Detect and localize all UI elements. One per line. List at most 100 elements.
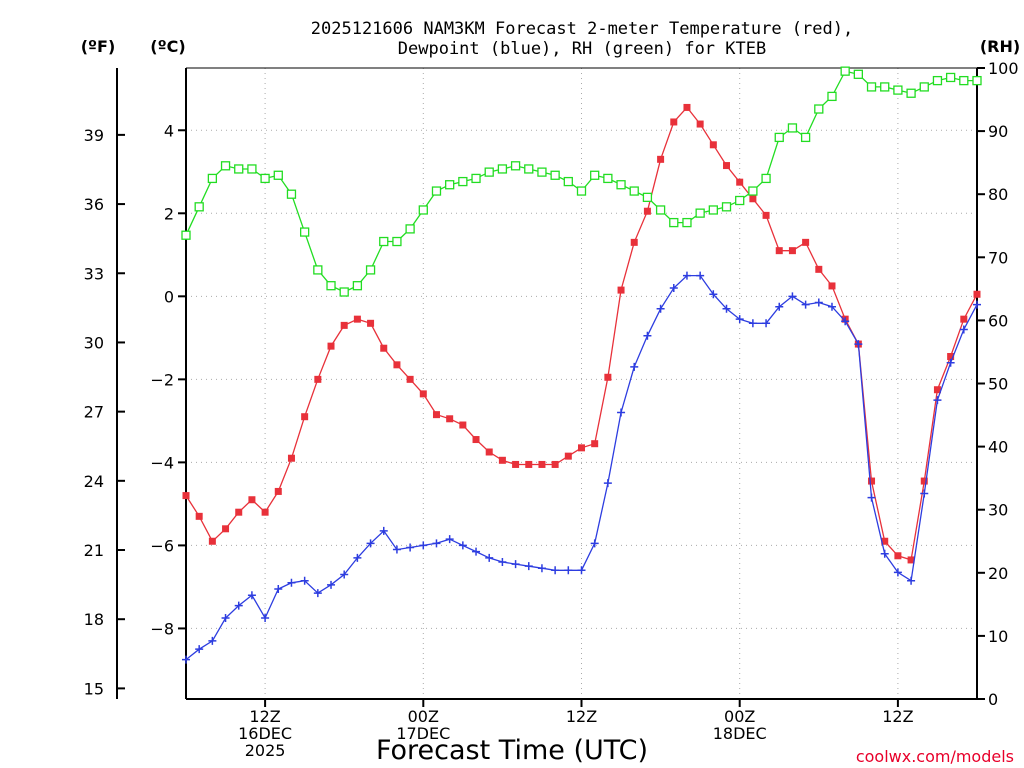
temperature-point	[419, 390, 427, 398]
rh-point	[352, 281, 363, 291]
dewpoint-point	[893, 568, 902, 577]
temperature-point	[723, 162, 731, 170]
dewpoint-point	[182, 655, 190, 664]
time-tick-label: 12Z	[882, 707, 913, 726]
rh-point	[800, 132, 811, 143]
dewpoint-point	[603, 479, 612, 488]
dewpoint-point	[867, 493, 876, 502]
dewpoint-point	[920, 489, 929, 498]
temperature-point	[301, 413, 309, 421]
dewpoint-point	[656, 304, 665, 313]
series-dewpoint	[182, 271, 981, 664]
dewpoint-point	[485, 553, 494, 562]
rh-point	[932, 75, 943, 86]
series-rh	[181, 66, 982, 297]
temperature-point	[551, 460, 559, 468]
temperature-point	[393, 361, 401, 369]
fahrenheit-tick-label: 21	[84, 541, 104, 560]
temperature-point	[973, 290, 981, 298]
temperature-point	[327, 342, 335, 350]
dewpoint-point	[287, 578, 296, 587]
rh-point	[339, 287, 349, 297]
rh-point	[537, 167, 547, 177]
fahrenheit-tick-label: 15	[84, 679, 104, 698]
dewpoint-point	[827, 302, 836, 311]
rh-point	[590, 170, 600, 180]
temperature-point	[881, 537, 889, 545]
rh-tick-label: 10	[988, 627, 1008, 646]
rh-point	[708, 205, 718, 215]
rh-point	[260, 173, 270, 184]
grid-lines	[186, 68, 977, 699]
temperature-point	[432, 411, 440, 419]
chart-axes	[116, 67, 978, 700]
time-tick-label: 00Z	[724, 707, 755, 726]
dewpoint-point	[762, 319, 771, 328]
x-axis-label: Forecast Time (UTC)	[376, 735, 648, 766]
rh-point	[814, 104, 824, 114]
temperature-point	[815, 265, 823, 273]
dewpoint-point	[300, 576, 309, 585]
temperature-point	[630, 238, 638, 246]
temperature-point	[802, 238, 810, 246]
rh-point	[471, 173, 481, 184]
time-tick-label: 16DEC	[238, 724, 292, 743]
dewpoint-point	[379, 526, 388, 535]
chart-title-line1: 2025121606 NAM3KM Forecast 2-meter Tempe…	[311, 19, 853, 39]
temperature-point	[538, 460, 546, 468]
rh-point	[866, 82, 877, 92]
temperature-point	[736, 178, 744, 186]
rh-tick-label: 0	[988, 690, 998, 709]
credit-text: coolwx.com/models	[856, 747, 1014, 766]
temperature-point	[485, 448, 493, 456]
fahrenheit-unit-label: (ºF)	[81, 37, 116, 56]
dewpoint-point	[366, 539, 375, 548]
dewpoint-point	[313, 589, 322, 598]
dewpoint-point	[748, 319, 757, 328]
fahrenheit-tick-label: 30	[84, 333, 104, 352]
rh-point	[761, 173, 771, 184]
rh-point	[721, 202, 732, 212]
dewpoint-point	[617, 408, 626, 417]
rh-point	[787, 123, 798, 133]
temperature-point	[762, 211, 770, 219]
axis-ticks: −8−6−4−202415182124273033363901020304050…	[84, 59, 1019, 760]
temperature-point	[287, 454, 295, 462]
temperature-point	[235, 508, 243, 516]
rh-point	[576, 186, 587, 196]
dewpoint-point	[247, 591, 256, 600]
dewpoint-point	[696, 271, 705, 280]
rh-point	[445, 180, 455, 190]
dewpoint-point	[340, 570, 349, 579]
dewpoint-point	[261, 614, 270, 623]
rh-point	[603, 173, 613, 184]
temperature-point	[446, 415, 454, 423]
rh-point	[273, 170, 283, 180]
dewpoint-point	[274, 584, 283, 593]
temperature-point	[696, 120, 704, 128]
temperature-point	[709, 141, 717, 149]
rh-point	[840, 66, 850, 76]
dewpoint-point	[854, 340, 863, 349]
dewpoint-point	[498, 558, 507, 567]
rh-point	[563, 176, 573, 187]
rh-point	[853, 69, 863, 79]
celsius-tick-label: −6	[150, 536, 174, 555]
temperature-point	[591, 440, 599, 448]
dewpoint-point	[234, 601, 243, 610]
rh-point	[326, 281, 336, 291]
temperature-point	[933, 386, 941, 394]
rh-point	[234, 164, 244, 174]
temperature-point	[657, 155, 665, 163]
temperature-point	[406, 375, 414, 383]
rh-tick-label: 40	[988, 438, 1008, 457]
temperature-point	[248, 496, 256, 504]
rh-point	[286, 189, 297, 199]
temperature-point	[920, 477, 928, 485]
rh-tick-label: 60	[988, 311, 1008, 330]
rh-point	[431, 186, 442, 196]
temperature-point	[960, 315, 968, 323]
time-tick-label: 12Z	[566, 707, 597, 726]
fahrenheit-tick-label: 24	[84, 472, 104, 491]
rh-tick-label: 70	[988, 248, 1008, 267]
